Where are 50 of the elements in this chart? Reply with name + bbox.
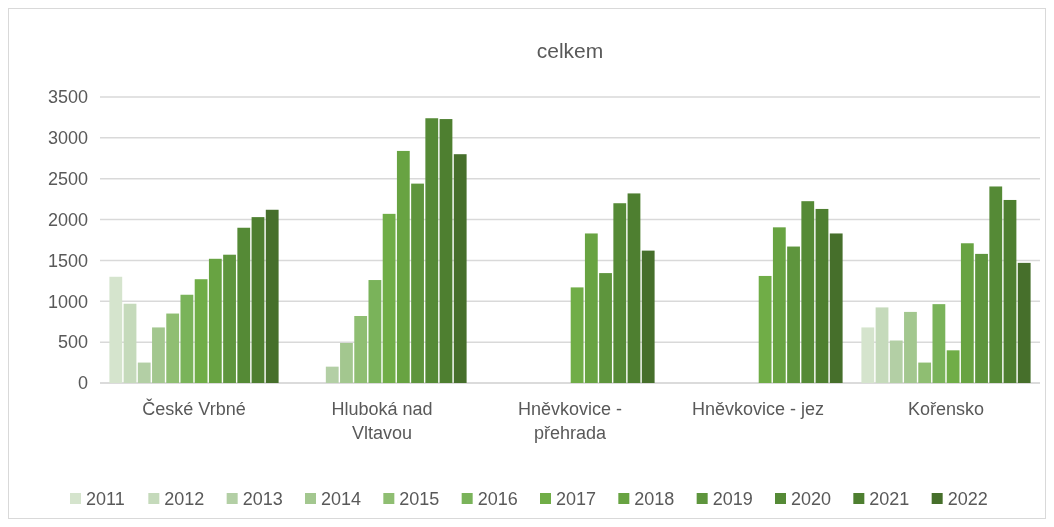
bar (251, 217, 265, 383)
legend-label: 2016 (477, 489, 518, 510)
y-tick-label: 1000 (47, 291, 88, 312)
legend-label: 2019 (712, 489, 753, 510)
bar (137, 362, 151, 383)
legend-label: 2013 (242, 489, 283, 510)
x-tick-label: Hněvkovice - jez (691, 399, 825, 419)
y-tick-label: 3500 (47, 87, 88, 108)
y-tick-label: 1500 (47, 250, 88, 271)
bar (918, 362, 932, 383)
bar (439, 119, 453, 383)
bar (180, 294, 194, 383)
legend-label: 2012 (164, 489, 205, 510)
x-tick-label: Hněvkovice - přehrada (517, 399, 623, 443)
bar (889, 340, 903, 383)
bar (875, 307, 889, 383)
bar (815, 208, 829, 383)
legend-label: 2022 (947, 489, 988, 510)
bar (453, 154, 467, 383)
y-tick-label: 2500 (47, 169, 88, 190)
bar (641, 250, 655, 383)
bar (627, 193, 641, 383)
bar (932, 304, 946, 383)
bar (904, 311, 917, 383)
bar (166, 313, 180, 383)
legend-label: 2020 (791, 489, 832, 510)
legend-label: 2014 (321, 489, 362, 510)
x-tick-label: Kořensko (907, 399, 985, 419)
bar (123, 303, 137, 383)
y-tick-label: 2000 (47, 209, 88, 230)
bar (325, 366, 339, 383)
y-tick-label: 500 (57, 332, 88, 353)
bar (354, 315, 368, 383)
bar (265, 209, 279, 383)
bar (1017, 262, 1031, 383)
legend-label: 2011 (86, 489, 125, 510)
x-tick-label: Hluboká nad Vltavou (331, 399, 433, 443)
bar (1003, 199, 1017, 383)
bar (152, 327, 165, 383)
legend-label: 2021 (869, 489, 910, 510)
legend-label: 2015 (399, 489, 440, 510)
bar (368, 280, 382, 383)
y-tick-label: 0 (77, 373, 88, 394)
x-tick-label: České Vrbné (142, 398, 246, 419)
y-tick-label: 3000 (47, 128, 88, 149)
bar (829, 233, 843, 383)
bar (340, 342, 353, 383)
legend-label: 2018 (634, 489, 675, 510)
legend-label: 2017 (556, 489, 597, 510)
chart-title: celkem (536, 39, 604, 62)
